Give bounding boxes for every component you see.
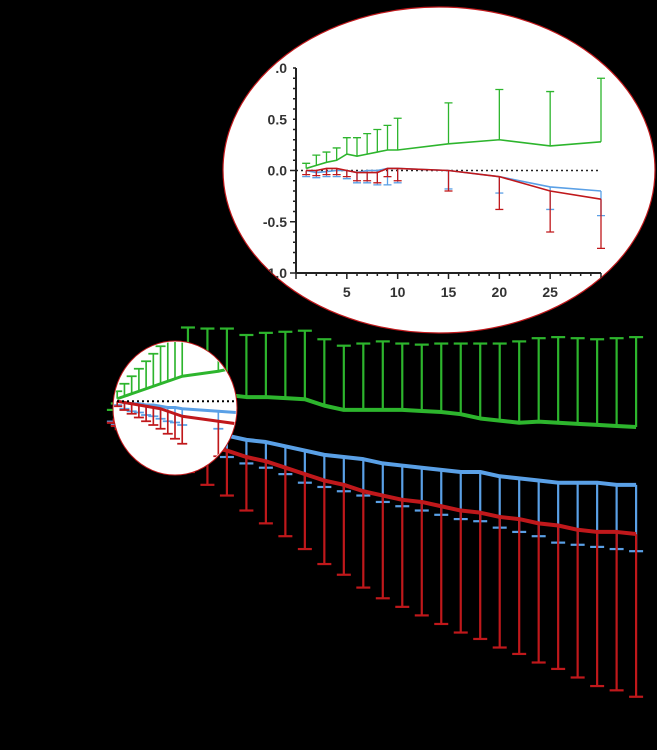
inset-x-tick-label: 10 <box>390 284 406 300</box>
inset-green-series-line <box>305 138 602 170</box>
inset-red-series-line <box>306 167 602 200</box>
magnifier-red-series-line <box>116 399 236 428</box>
inset-x-tick-label: 5 <box>343 284 351 300</box>
magnifier-series-layer <box>114 342 236 458</box>
inset-y-tick-label: 0.0 <box>268 163 288 179</box>
inset-y-tick-label: -0.5 <box>263 214 287 230</box>
inset-x-tick-label: 25 <box>542 284 558 300</box>
inset-x-tick-label: 15 <box>441 284 457 300</box>
inset-plot-area: .0 0.5 0.0 -0.5 -1.0 5 10 15 20 25 <box>263 60 605 300</box>
inset-y-tick-label: -1.0 <box>263 265 287 281</box>
inset-y-tick-label: 0.5 <box>268 111 288 127</box>
inset-y-tick-label: .0 <box>275 60 287 76</box>
magnifier-green-series-line <box>116 362 236 401</box>
inset-x-tick-label: 20 <box>492 284 508 300</box>
